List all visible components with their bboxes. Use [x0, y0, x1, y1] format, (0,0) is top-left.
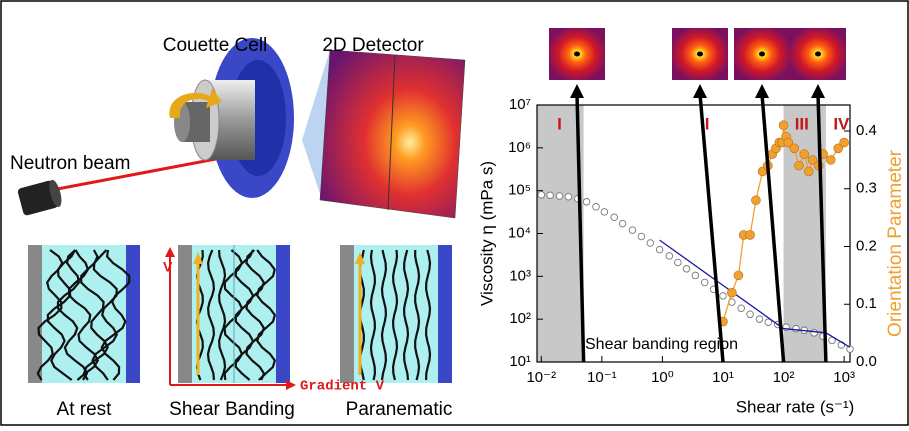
wall-outer: [438, 245, 452, 383]
data-point: [734, 271, 743, 280]
data-point: [800, 150, 809, 159]
y-tick-label: 10²: [509, 310, 531, 327]
y-tick-label: 10⁷: [509, 96, 531, 113]
data-point: [547, 192, 554, 199]
x-tick-label: 10²: [773, 369, 795, 386]
data-point: [720, 293, 727, 300]
pattern-arrow-head: [570, 84, 584, 98]
x-tick-label: 10³: [833, 369, 855, 386]
velocity-label: V: [163, 259, 173, 275]
gradient-arrow-head: [286, 380, 296, 390]
pattern-center: [697, 52, 703, 57]
y-tick-label: 10¹: [509, 353, 531, 370]
data-point: [790, 144, 799, 153]
detector-label: 2D Detector: [322, 35, 424, 56]
couette-label: Couette Cell: [163, 35, 268, 56]
y-tick-label: 10³: [509, 267, 531, 284]
detector: [320, 50, 465, 218]
x-tick-label: 10⁻¹: [587, 369, 617, 386]
data-point: [840, 138, 849, 147]
pattern-arrow: [700, 94, 723, 362]
data-point: [826, 155, 835, 164]
data-point: [647, 240, 654, 247]
y-tick-label: 10⁵: [508, 182, 531, 199]
data-point: [593, 204, 600, 211]
pattern-center: [815, 52, 821, 57]
y2-axis-label: Orientation Parameter: [885, 149, 906, 337]
x-tick-label: 10⁻²: [526, 369, 556, 386]
data-point: [611, 214, 618, 221]
beam-label: Neutron beam: [10, 153, 130, 174]
pattern-arrow-head: [693, 84, 707, 98]
wall-inner: [28, 245, 42, 383]
data-point: [804, 167, 813, 176]
source: [17, 179, 64, 217]
pattern-center: [759, 52, 765, 57]
data-point: [795, 161, 804, 170]
y2-tick-label: 0.4: [856, 122, 877, 139]
data-point: [793, 325, 800, 332]
data-point: [692, 272, 699, 279]
data-point: [619, 220, 626, 227]
wall-inner: [340, 245, 354, 383]
data-point: [738, 305, 745, 312]
annotation: Shear banding region: [585, 336, 738, 353]
x-tick-label: 10¹: [712, 369, 734, 386]
data-point: [756, 316, 763, 323]
x-axis-label: Shear rate (s⁻¹): [736, 397, 855, 416]
y2-tick-label: 0.1: [856, 295, 877, 312]
data-point: [779, 121, 788, 130]
wall-outer: [276, 245, 290, 383]
wall-outer: [126, 245, 140, 383]
panel-label: Shear Banding: [169, 399, 295, 420]
panel-label: Paranematic: [346, 399, 453, 420]
pattern-arrow-head: [811, 84, 825, 98]
wall-inner: [178, 245, 192, 383]
data-point: [746, 230, 755, 239]
data-point: [751, 196, 760, 205]
data-point: [629, 227, 636, 234]
y2-tick-label: 0.2: [856, 237, 877, 254]
data-point: [683, 265, 690, 272]
y-tick-label: 10⁶: [508, 139, 531, 156]
gradient-label: Gradient V: [300, 379, 385, 395]
pattern-center: [574, 52, 580, 57]
region-label: IV: [833, 114, 850, 133]
region-label: I: [557, 114, 562, 133]
data-point: [583, 198, 590, 205]
data-point: [565, 193, 572, 200]
data-point: [656, 246, 663, 253]
data-point: [747, 311, 754, 318]
data-point: [666, 253, 673, 260]
y-tick-label: 10⁴: [508, 224, 531, 241]
figure: Couette Cell 2D Detector Neutron beam At…: [0, 0, 909, 426]
region-label: III: [795, 114, 809, 133]
panel-label: At rest: [57, 399, 113, 420]
data-point: [538, 192, 545, 199]
velocity-arrow-head: [165, 247, 175, 257]
chart: 10⁻² 10⁻¹ 10⁰ 10¹ 10² 10³ 10¹ 10² 10³ 10⁴ 10⁵ 10⁶ 10…: [477, 28, 906, 416]
y-axis-label: Viscosity η (mPa s): [477, 161, 496, 306]
data-point: [811, 330, 818, 337]
data-point: [701, 279, 708, 286]
y2-tick-label: 0.0: [856, 353, 877, 370]
y2-tick-label: 0.3: [856, 180, 877, 197]
pattern-arrow-head: [755, 84, 769, 98]
data-point: [601, 209, 608, 216]
data-point: [675, 259, 682, 266]
x-tick-label: 10⁰: [651, 369, 674, 386]
data-point: [556, 193, 563, 200]
panels: [28, 245, 452, 383]
data-point: [638, 233, 645, 240]
data-point: [727, 288, 736, 297]
